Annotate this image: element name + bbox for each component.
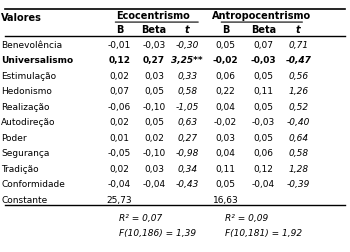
- Text: R² = 0,09: R² = 0,09: [225, 214, 268, 223]
- Text: 0,03: 0,03: [144, 165, 164, 174]
- Text: B: B: [222, 25, 229, 35]
- Text: 0,33: 0,33: [177, 72, 197, 81]
- Text: 0,02: 0,02: [110, 165, 130, 174]
- Text: 0,12: 0,12: [254, 165, 273, 174]
- Text: 0,11: 0,11: [253, 87, 274, 96]
- Text: 0,12: 0,12: [108, 56, 131, 66]
- Text: 0,06: 0,06: [253, 149, 274, 158]
- Text: Estimulação: Estimulação: [1, 72, 56, 81]
- Text: 0,64: 0,64: [288, 134, 308, 143]
- Text: Poder: Poder: [1, 134, 27, 143]
- Text: -0,03: -0,03: [252, 118, 275, 127]
- Text: B: B: [116, 25, 123, 35]
- Text: F(10,186) = 1,39: F(10,186) = 1,39: [119, 229, 197, 238]
- Text: -0,39: -0,39: [287, 180, 310, 189]
- Text: -0,06: -0,06: [108, 103, 131, 112]
- Text: 0,52: 0,52: [288, 103, 308, 112]
- Text: 0,07: 0,07: [253, 41, 274, 50]
- Text: 3,25**: 3,25**: [172, 56, 203, 66]
- Text: 0,27: 0,27: [143, 56, 165, 66]
- Text: F(10,181) = 1,92: F(10,181) = 1,92: [225, 229, 302, 238]
- Text: Antropocentrismo: Antropocentrismo: [212, 11, 312, 21]
- Text: -0,03: -0,03: [142, 41, 166, 50]
- Text: -0,10: -0,10: [142, 149, 166, 158]
- Text: 0,06: 0,06: [215, 72, 235, 81]
- Text: 0,02: 0,02: [144, 134, 164, 143]
- Text: R² = 0,07: R² = 0,07: [119, 214, 163, 223]
- Text: 0,07: 0,07: [110, 87, 130, 96]
- Text: -0,47: -0,47: [285, 56, 311, 66]
- Text: -0,02: -0,02: [212, 56, 238, 66]
- Text: 0,05: 0,05: [253, 72, 274, 81]
- Text: 0,56: 0,56: [288, 72, 308, 81]
- Text: 0,11: 0,11: [215, 165, 235, 174]
- Text: Benevolência: Benevolência: [1, 41, 63, 50]
- Text: 1,26: 1,26: [288, 87, 308, 96]
- Text: Valores: Valores: [1, 13, 42, 23]
- Text: -1,05: -1,05: [175, 103, 199, 112]
- Text: 0,27: 0,27: [177, 134, 197, 143]
- Text: 0,01: 0,01: [110, 134, 130, 143]
- Text: -0,40: -0,40: [287, 118, 310, 127]
- Text: -0,43: -0,43: [175, 180, 199, 189]
- Text: 1,28: 1,28: [288, 165, 308, 174]
- Text: -0,01: -0,01: [108, 41, 131, 50]
- Text: 0,05: 0,05: [144, 87, 164, 96]
- Text: Beta: Beta: [251, 25, 276, 35]
- Text: Autodireção: Autodireção: [1, 118, 56, 127]
- Text: 0,05: 0,05: [215, 41, 235, 50]
- Text: Segurança: Segurança: [1, 149, 50, 158]
- Text: 0,71: 0,71: [288, 41, 308, 50]
- Text: 0,03: 0,03: [215, 134, 235, 143]
- Text: -0,04: -0,04: [108, 180, 131, 189]
- Text: -0,03: -0,03: [251, 56, 276, 66]
- Text: 0,05: 0,05: [144, 118, 164, 127]
- Text: 0,02: 0,02: [110, 118, 130, 127]
- Text: 0,05: 0,05: [215, 180, 235, 189]
- Text: Universalismo: Universalismo: [1, 56, 74, 66]
- Text: Constante: Constante: [1, 196, 48, 205]
- Text: -0,30: -0,30: [175, 41, 199, 50]
- Text: Hedonismo: Hedonismo: [1, 87, 52, 96]
- Text: 0,02: 0,02: [110, 72, 130, 81]
- Text: -0,04: -0,04: [142, 180, 166, 189]
- Text: 0,03: 0,03: [144, 72, 164, 81]
- Text: 0,04: 0,04: [215, 103, 235, 112]
- Text: t: t: [185, 25, 189, 35]
- Text: -0,98: -0,98: [175, 149, 199, 158]
- Text: t: t: [296, 25, 301, 35]
- Text: -0,04: -0,04: [252, 180, 275, 189]
- Text: Beta: Beta: [142, 25, 167, 35]
- Text: 0,58: 0,58: [177, 87, 197, 96]
- Text: -0,02: -0,02: [214, 118, 237, 127]
- Text: Ecocentrismo: Ecocentrismo: [117, 11, 190, 21]
- Text: -0,10: -0,10: [142, 103, 166, 112]
- Text: Conformidade: Conformidade: [1, 180, 65, 189]
- Text: Tradição: Tradição: [1, 165, 39, 174]
- Text: 0,22: 0,22: [216, 87, 235, 96]
- Text: Realização: Realização: [1, 103, 50, 112]
- Text: 0,58: 0,58: [288, 149, 308, 158]
- Text: 0,34: 0,34: [177, 165, 197, 174]
- Text: -0,05: -0,05: [108, 149, 131, 158]
- Text: 16,63: 16,63: [212, 196, 238, 205]
- Text: 0,63: 0,63: [177, 118, 197, 127]
- Text: 0,05: 0,05: [253, 103, 274, 112]
- Text: 25,73: 25,73: [107, 196, 132, 205]
- Text: 0,05: 0,05: [253, 134, 274, 143]
- Text: 0,04: 0,04: [215, 149, 235, 158]
